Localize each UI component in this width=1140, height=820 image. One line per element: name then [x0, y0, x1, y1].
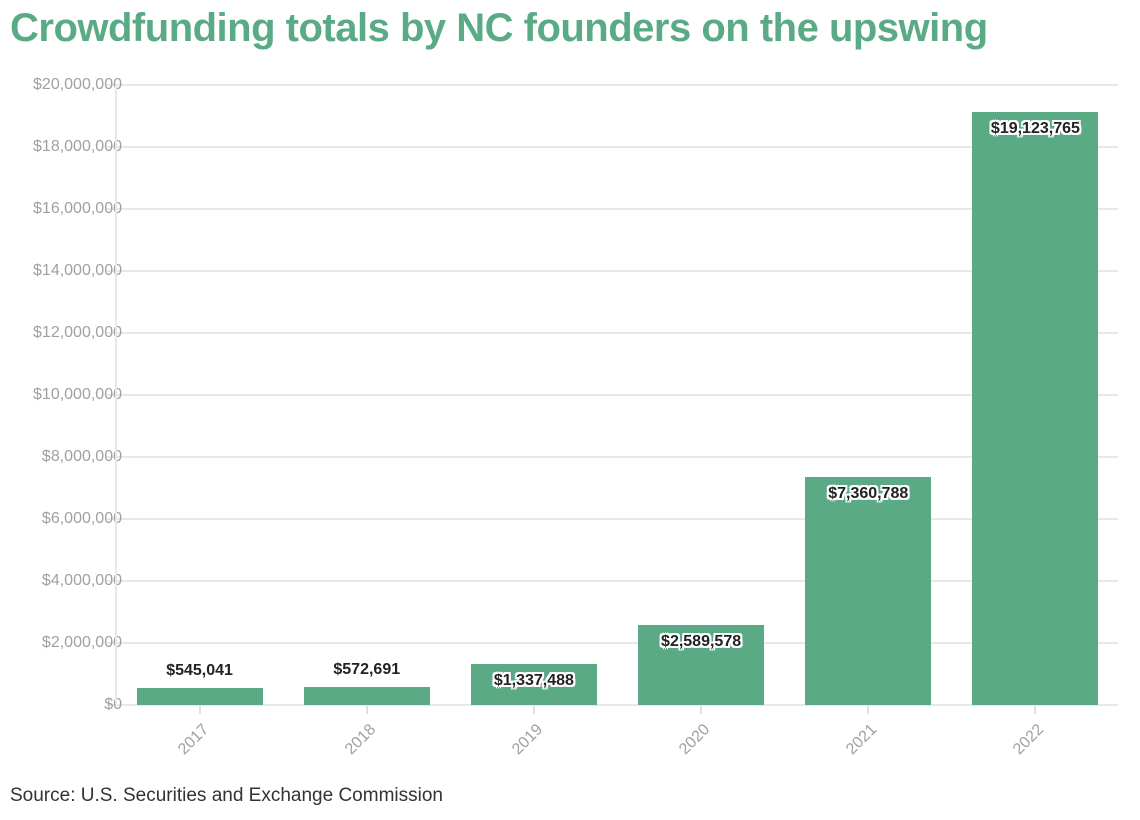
y-axis-tick-label: $8,000,000: [41, 448, 122, 465]
x-axis-tick-label: 2017: [174, 721, 212, 759]
x-axis-tick-label: 2022: [1010, 721, 1048, 759]
gridline: [107, 84, 1118, 86]
bar-2017[interactable]: [136, 688, 263, 705]
x-axis-tick: [198, 706, 201, 714]
gridline: [107, 394, 1118, 396]
x-axis-tick: [700, 706, 703, 714]
bar-value-label: $1,337,488: [493, 671, 574, 689]
gridline: [107, 580, 1118, 582]
x-axis-tick-label: 2018: [341, 721, 379, 759]
bar-2018[interactable]: [303, 687, 430, 705]
bar-value-label: $19,123,765: [990, 120, 1080, 138]
bar-2020[interactable]: [638, 624, 765, 705]
y-axis-tick-label: $14,000,000: [33, 262, 122, 279]
y-axis-tick-label: $16,000,000: [33, 200, 122, 217]
bar-value-label: $7,360,788: [828, 484, 909, 502]
x-axis-tick: [1034, 706, 1037, 714]
source-note: Source: U.S. Securities and Exchange Com…: [10, 785, 443, 806]
bar-2019[interactable]: [470, 663, 597, 705]
bar-2022[interactable]: [972, 112, 1099, 705]
bar-value-label: $545,041: [166, 662, 233, 680]
x-axis-tick: [365, 706, 368, 714]
y-axis-tick-label: $10,000,000: [33, 386, 122, 403]
bar-2021[interactable]: [805, 476, 932, 705]
x-axis-tick: [532, 706, 535, 714]
y-axis-tick-label: $18,000,000: [33, 138, 122, 155]
gridline: [107, 704, 1118, 706]
gridline: [107, 456, 1118, 458]
y-axis-tick-label: $2,000,000: [41, 634, 122, 651]
gridline: [107, 146, 1118, 148]
x-axis-tick-label: 2021: [843, 721, 881, 759]
x-axis-tick-label: 2019: [508, 721, 547, 759]
y-axis-line: [115, 85, 117, 705]
y-axis-tick-label: $12,000,000: [33, 324, 122, 341]
y-axis-tick-label: $4,000,000: [41, 572, 122, 589]
gridline: [107, 642, 1118, 644]
y-axis-tick-label: $6,000,000: [41, 510, 122, 527]
y-axis-tick-label: $0: [104, 696, 122, 713]
bar-value-label: $572,691: [333, 661, 401, 679]
bar-value-label: $2,589,578: [661, 632, 742, 650]
y-axis-tick-label: $20,000,000: [33, 76, 122, 93]
gridline: [107, 518, 1118, 520]
chart-title: Crowdfunding totals by NC founders on th…: [10, 6, 988, 50]
x-axis-tick-label: 2020: [676, 721, 714, 759]
x-axis-tick: [867, 706, 870, 714]
gridline: [107, 208, 1118, 210]
gridline: [107, 332, 1118, 334]
gridline: [107, 270, 1118, 272]
